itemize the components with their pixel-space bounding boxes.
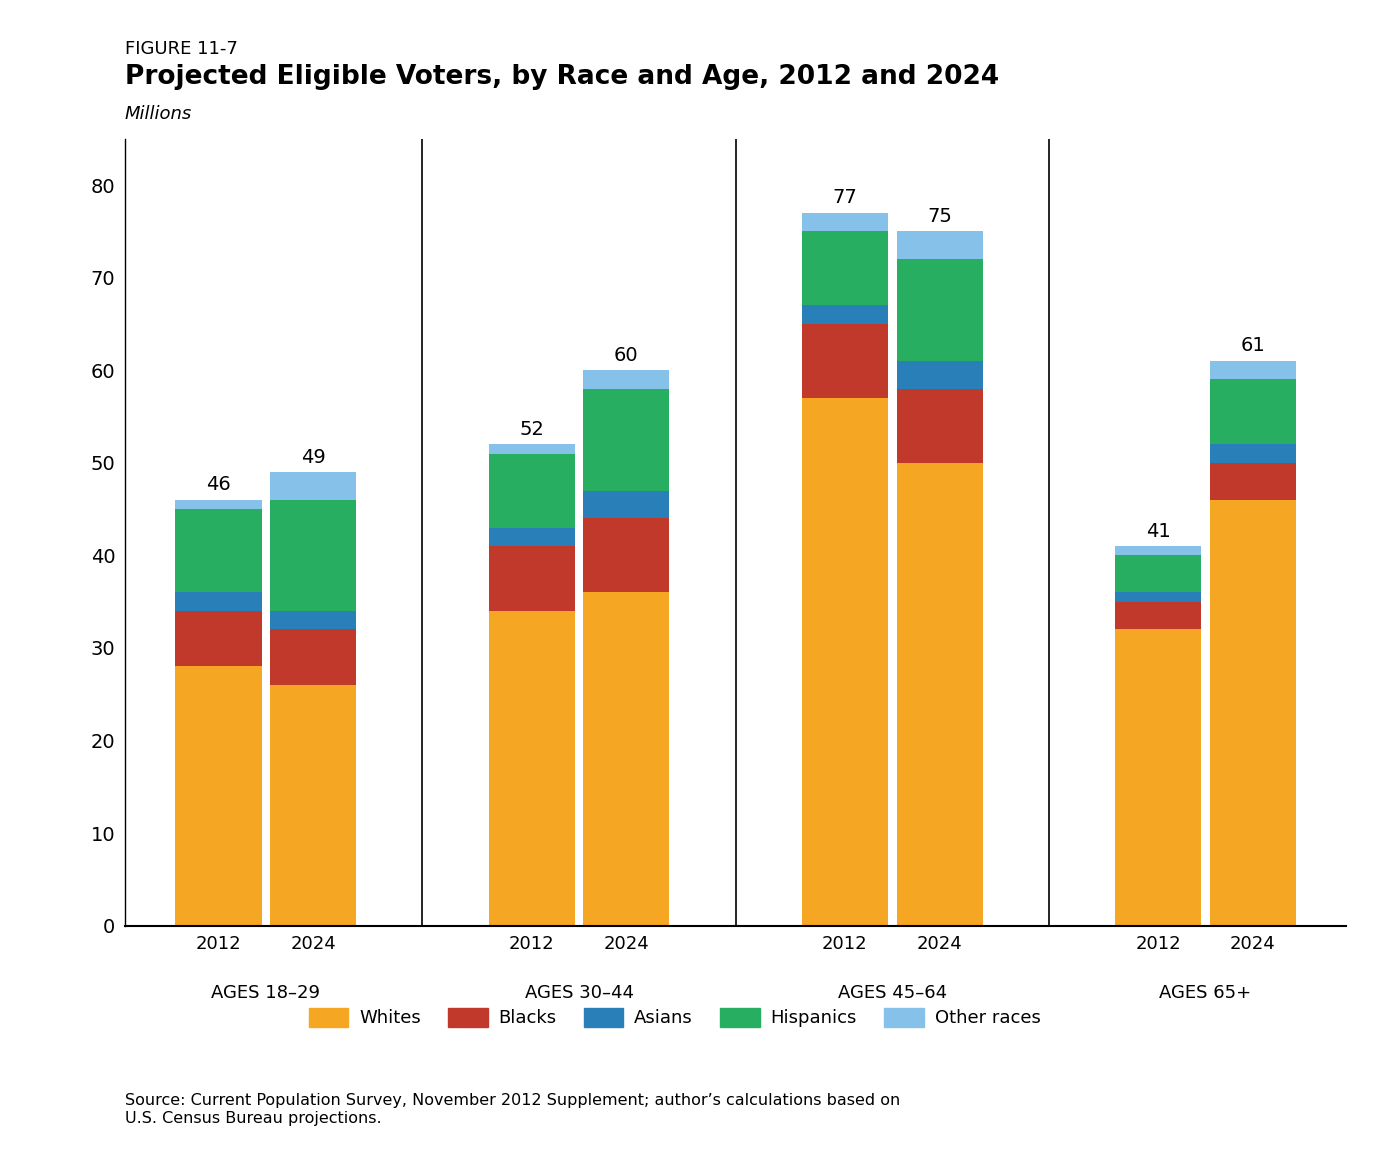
Text: 49: 49 — [301, 448, 326, 466]
Text: AGES 45–64: AGES 45–64 — [838, 983, 947, 1002]
Text: 77: 77 — [833, 189, 858, 207]
Bar — [1115, 555, 1201, 592]
Text: 41: 41 — [1145, 522, 1170, 540]
Bar — [583, 491, 669, 518]
Bar — [271, 685, 357, 926]
Bar — [583, 592, 669, 926]
Bar — [175, 509, 261, 592]
Bar — [1210, 500, 1296, 926]
Bar — [802, 213, 888, 231]
Bar — [489, 611, 575, 926]
Text: AGES 65+: AGES 65+ — [1159, 983, 1252, 1002]
Text: Source: Current Population Survey, November 2012 Supplement; author’s calculatio: Source: Current Population Survey, Novem… — [125, 1093, 901, 1126]
Bar — [271, 611, 357, 629]
Text: AGES 18–29: AGES 18–29 — [211, 983, 321, 1002]
Bar — [271, 472, 357, 500]
Text: FIGURE 11-7: FIGURE 11-7 — [125, 40, 237, 59]
Bar — [802, 305, 888, 324]
Bar — [175, 500, 261, 509]
Bar — [175, 592, 261, 611]
Bar — [583, 370, 669, 389]
Text: 46: 46 — [205, 476, 230, 494]
Bar — [1210, 361, 1296, 379]
Bar — [802, 398, 888, 926]
Bar — [897, 231, 983, 259]
Bar — [897, 389, 983, 463]
Bar — [1115, 546, 1201, 555]
Bar — [489, 444, 575, 454]
Text: 75: 75 — [927, 207, 952, 226]
Bar — [1210, 379, 1296, 444]
Text: 52: 52 — [519, 420, 544, 439]
Text: 60: 60 — [613, 346, 638, 364]
Bar — [271, 629, 357, 685]
Bar — [897, 361, 983, 389]
Text: Millions: Millions — [125, 105, 192, 123]
Text: 61: 61 — [1241, 337, 1266, 355]
Bar — [175, 666, 261, 926]
Legend: Whites, Blacks, Asians, Hispanics, Other races: Whites, Blacks, Asians, Hispanics, Other… — [301, 1001, 1048, 1034]
Bar — [175, 611, 261, 666]
Bar — [1115, 602, 1201, 629]
Bar — [1115, 592, 1201, 602]
Bar — [897, 259, 983, 361]
Bar — [1210, 444, 1296, 463]
Text: Projected Eligible Voters, by Race and Age, 2012 and 2024: Projected Eligible Voters, by Race and A… — [125, 64, 999, 89]
Bar — [489, 454, 575, 528]
Bar — [583, 518, 669, 592]
Bar — [802, 231, 888, 305]
Bar — [1115, 629, 1201, 926]
Bar — [1210, 463, 1296, 500]
Bar — [897, 463, 983, 926]
Bar — [802, 324, 888, 398]
Bar — [489, 528, 575, 546]
Bar — [489, 546, 575, 611]
Bar — [271, 500, 357, 611]
Bar — [583, 389, 669, 491]
Text: AGES 30–44: AGES 30–44 — [525, 983, 633, 1002]
